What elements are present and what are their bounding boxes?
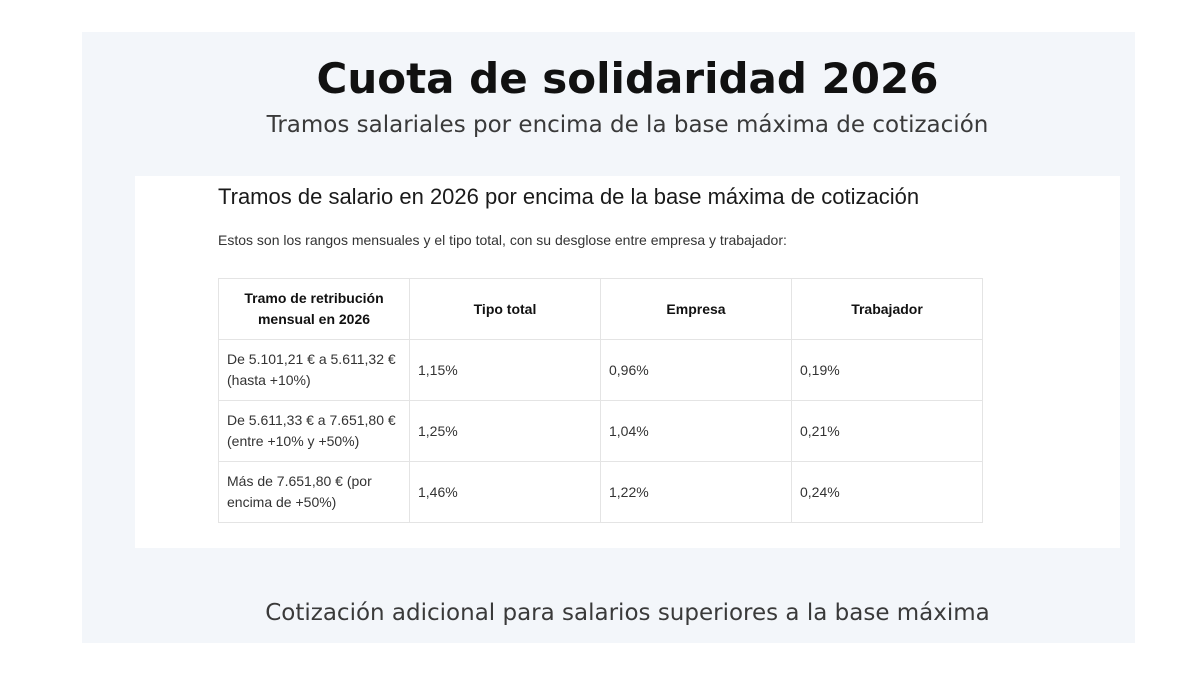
- page-subtitle: Tramos salariales por encima de la base …: [266, 112, 989, 138]
- cell-trabajador: 0,21%: [791, 400, 983, 462]
- cell-empresa: 0,96%: [600, 339, 792, 401]
- column-header-empresa: Empresa: [600, 278, 792, 340]
- cell-empresa: 1,22%: [600, 461, 792, 523]
- cell-total: 1,46%: [409, 461, 601, 523]
- column-header-total: Tipo total: [409, 278, 601, 340]
- column-header-tramo: Tramo de retribución mensual en 2026: [218, 278, 410, 340]
- cell-trabajador: 0,19%: [791, 339, 983, 401]
- card-intro: Estos son los rangos mensuales y el tipo…: [218, 232, 787, 248]
- footer-caption: Cotización adicional para salarios super…: [265, 600, 990, 626]
- rates-table: Tramo de retribución mensual en 2026 Tip…: [218, 278, 983, 523]
- content-card: Tramos de salario en 2026 por encima de …: [135, 176, 1120, 548]
- table-row: De 5.101,21 € a 5.611,32 € (hasta +10%) …: [218, 339, 983, 401]
- table-header-row: Tramo de retribución mensual en 2026 Tip…: [218, 278, 983, 340]
- card-heading: Tramos de salario en 2026 por encima de …: [218, 184, 920, 209]
- table-row: Más de 7.651,80 € (por encima de +50%) 1…: [218, 461, 983, 523]
- cell-tramo: Más de 7.651,80 € (por encima de +50%): [218, 461, 410, 523]
- column-header-trabajador: Trabajador: [791, 278, 983, 340]
- cell-trabajador: 0,24%: [791, 461, 983, 523]
- cell-total: 1,15%: [409, 339, 601, 401]
- cell-tramo: De 5.611,33 € a 7.651,80 € (entre +10% y…: [218, 400, 410, 462]
- cell-empresa: 1,04%: [600, 400, 792, 462]
- table-row: De 5.611,33 € a 7.651,80 € (entre +10% y…: [218, 400, 983, 462]
- cell-total: 1,25%: [409, 400, 601, 462]
- page-title: Cuota de solidaridad 2026: [316, 54, 939, 103]
- cell-tramo: De 5.101,21 € a 5.611,32 € (hasta +10%): [218, 339, 410, 401]
